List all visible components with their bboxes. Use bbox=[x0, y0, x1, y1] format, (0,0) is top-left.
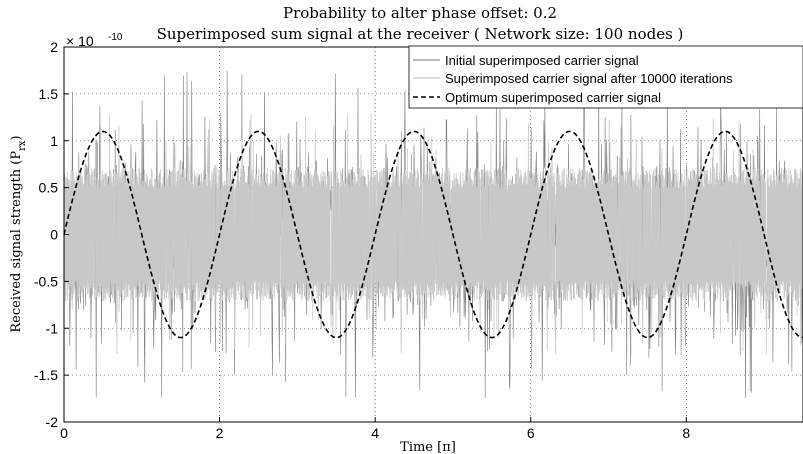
legend-label-iterations: Superimposed carrier signal after 10000 … bbox=[445, 71, 733, 86]
chart-subtitle: Superimposed sum signal at the receiver … bbox=[157, 25, 684, 43]
y-multiplier-exponent: -10 bbox=[108, 32, 123, 43]
y-axis-label-group: Received signal strength (Prx) bbox=[9, 135, 28, 332]
y-tick-label: -2 bbox=[46, 414, 59, 430]
y-axis-label: Received signal strength (P bbox=[9, 151, 24, 333]
y-tick-label: 2 bbox=[50, 39, 58, 55]
legend-box bbox=[408, 45, 803, 109]
ticks: 0 2 4 6 8 -2 -1.5 -1 -0.5 0 0.5 1 1.5 2 bbox=[34, 39, 691, 441]
y-tick-label: -1.5 bbox=[34, 367, 58, 383]
x-tick-label: 4 bbox=[371, 425, 379, 441]
legend: Initial superimposed carrier signal Supe… bbox=[408, 45, 803, 109]
legend-entry-initial: Initial superimposed carrier signal bbox=[413, 53, 639, 68]
chart-title: Probability to alter phase offset: 0.2 bbox=[283, 4, 557, 22]
legend-entry-iterations: Superimposed carrier signal after 10000 … bbox=[413, 71, 733, 86]
x-tick-label: 8 bbox=[682, 425, 690, 441]
x-tick-label: 0 bbox=[60, 425, 68, 441]
y-tick-label: 1.5 bbox=[39, 86, 59, 102]
y-axis-label-sub: rx bbox=[17, 140, 28, 151]
y-tick-label: 0 bbox=[50, 227, 58, 243]
y-multiplier-base: × 10 bbox=[66, 33, 94, 49]
y-tick-label: 0.5 bbox=[39, 180, 59, 196]
y-tick-label: -0.5 bbox=[34, 273, 58, 289]
y-tick-label: 1 bbox=[50, 133, 58, 149]
series-iterations-line bbox=[63, 113, 803, 357]
legend-label-initial: Initial superimposed carrier signal bbox=[445, 53, 639, 68]
x-axis-label: Time [π] bbox=[400, 440, 456, 454]
band-series-layer bbox=[63, 113, 803, 357]
y-multiplier: × 10 -10 bbox=[66, 32, 123, 49]
legend-label-optimum: Optimum superimposed carrier signal bbox=[445, 90, 661, 105]
y-tick-label: -1 bbox=[46, 320, 59, 336]
svg-text:Received signal strength (Prx): Received signal strength (Prx) bbox=[9, 135, 28, 332]
series-optimum-line bbox=[63, 130, 803, 339]
x-tick-label: 2 bbox=[216, 425, 224, 441]
x-tick-label: 6 bbox=[527, 425, 535, 441]
y-axis-label-close: ) bbox=[9, 135, 24, 140]
grid bbox=[64, 47, 803, 422]
optimum-series-layer bbox=[63, 130, 803, 339]
legend-entry-optimum: Optimum superimposed carrier signal bbox=[413, 90, 661, 105]
